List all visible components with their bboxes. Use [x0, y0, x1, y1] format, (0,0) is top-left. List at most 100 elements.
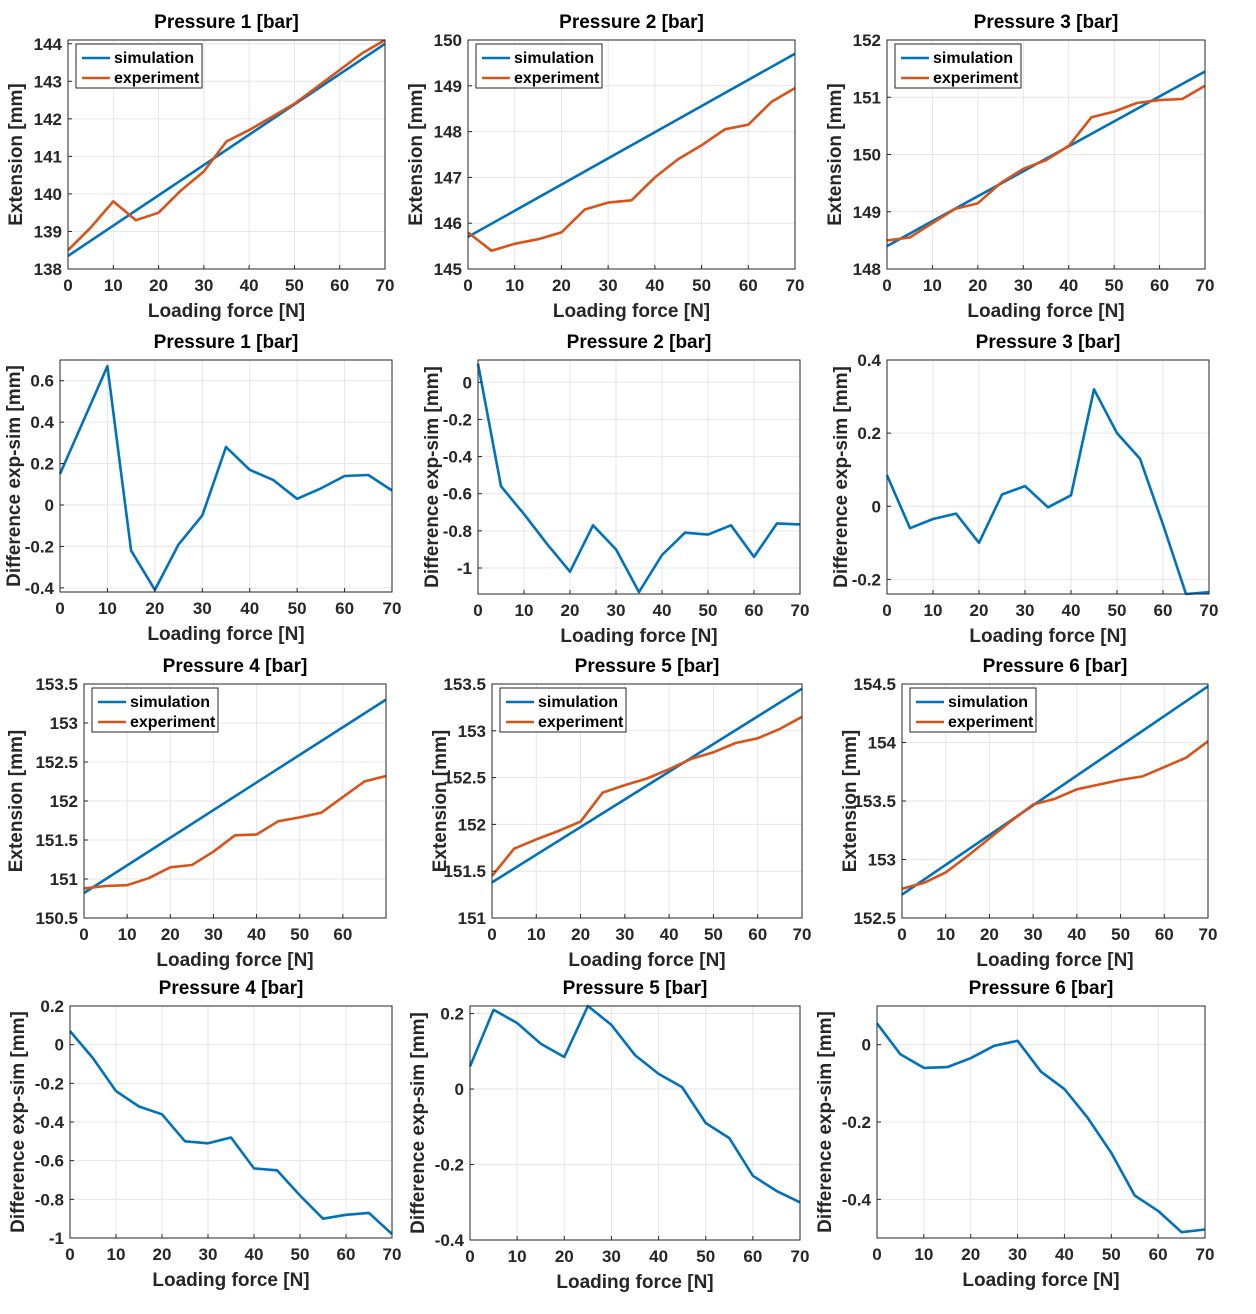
x-tick-label: 30	[1016, 601, 1035, 620]
x-tick-label: 20	[961, 1245, 980, 1264]
x-tick-label: 10	[914, 1245, 933, 1264]
x-tick-label: 30	[602, 1247, 621, 1266]
x-tick-label: 40	[245, 1245, 264, 1264]
x-tick-label: 60	[330, 276, 349, 295]
y-tick-label: -0.6	[443, 485, 472, 504]
x-tick-label: 60	[743, 1247, 762, 1266]
x-tick-label: 40	[240, 599, 259, 618]
x-tick-label: 40	[247, 925, 266, 944]
x-tick-label: 70	[1196, 276, 1215, 295]
y-tick-label: 153.5	[35, 675, 78, 694]
y-tick-label: 152.5	[443, 769, 486, 788]
y-axis-label: Extension [mm]	[406, 83, 427, 226]
x-tick-label: 0	[882, 601, 891, 620]
legend-box	[894, 43, 1022, 89]
y-tick-label: 154.5	[853, 675, 896, 694]
y-axis-label: Difference exp-sim [mm]	[8, 1011, 29, 1233]
y-tick-label: 145	[434, 260, 462, 279]
x-tick-label: 10	[104, 276, 123, 295]
axes-box	[59, 359, 393, 593]
y-tick-label: 151	[50, 870, 78, 889]
x-tick-label: 70	[383, 1245, 402, 1264]
y-tick-label: 138	[34, 260, 62, 279]
series-line-simulation	[491, 687, 803, 884]
x-tick-label: 10	[936, 925, 955, 944]
x-tick-label: 40	[660, 925, 679, 944]
y-tick-label: 153	[50, 714, 78, 733]
x-tick-label: 0	[79, 925, 88, 944]
x-tick-label: 70	[791, 601, 810, 620]
x-tick-label: 0	[872, 1245, 881, 1264]
x-tick-label: 40	[649, 1247, 668, 1266]
x-tick-label: 20	[571, 925, 590, 944]
x-axis-label: Loading force [N]	[976, 950, 1133, 971]
y-tick-label: -0.2	[435, 1156, 464, 1175]
x-tick-label: 30	[194, 276, 213, 295]
y-tick-label: -1	[49, 1229, 64, 1248]
chart-title: Pressure 4 [bar]	[163, 656, 308, 677]
x-tick-label: 0	[487, 925, 496, 944]
series-line-experiment	[901, 740, 1209, 891]
x-tick-label: 0	[63, 276, 72, 295]
x-tick-label: 60	[335, 599, 354, 618]
y-tick-label: 154	[868, 734, 897, 753]
x-tick-label: 30	[607, 601, 626, 620]
y-tick-label: 151.5	[443, 862, 486, 881]
x-tick-label: 40	[1055, 1245, 1074, 1264]
series-line-difference	[885, 387, 1210, 596]
x-tick-label: 0	[882, 276, 891, 295]
y-axis-label: Difference exp-sim [mm]	[815, 1011, 836, 1233]
y-tick-label: 151.5	[35, 831, 78, 850]
x-tick-label: 30	[204, 925, 223, 944]
axes-box	[491, 683, 803, 919]
series-line-difference	[58, 364, 393, 592]
x-tick-label: 10	[527, 925, 546, 944]
x-tick-label: 60	[337, 1245, 356, 1264]
legend-label-experiment: experiment	[948, 714, 1034, 731]
x-tick-label: 10	[505, 276, 524, 295]
x-tick-label: 40	[653, 601, 672, 620]
x-axis-label: Loading force [N]	[568, 950, 725, 971]
y-tick-label: 0	[463, 373, 472, 392]
x-tick-label: 20	[980, 925, 999, 944]
subplot-2: 0 10 20 30 40 50 60 70 145 146 147 148 149 150 Pressur…	[406, 12, 804, 322]
x-tick-label: 50	[290, 925, 309, 944]
y-tick-label: 0.2	[30, 455, 54, 474]
y-tick-label: 0.2	[440, 1005, 464, 1024]
y-tick-label: 151	[458, 909, 486, 928]
plot-area	[478, 360, 800, 594]
x-tick-label: 50	[704, 925, 723, 944]
y-tick-label: -0.4	[443, 448, 473, 467]
x-axis-label: Loading force [N]	[560, 626, 717, 647]
y-tick-label: 0.6	[30, 372, 54, 391]
legend: simulation experiment	[91, 687, 219, 733]
x-tick-label: 20	[153, 1245, 172, 1264]
y-tick-label: 152.5	[853, 909, 896, 928]
plot-area	[470, 1006, 800, 1240]
x-tick-label: 10	[515, 601, 534, 620]
axes-box	[886, 359, 1210, 595]
legend-label-experiment: experiment	[933, 70, 1019, 87]
y-axis-label: Difference exp-sim [mm]	[831, 366, 852, 588]
y-axis-label: Extension [mm]	[825, 83, 846, 226]
x-tick-label: 60	[1155, 925, 1174, 944]
series-line-difference	[875, 1022, 1206, 1234]
x-tick-label: 40	[1059, 276, 1078, 295]
subplot-10: 0 10 20 30 40 50 60 70 -1 -0.8 -0.6 -0.4 -0.2 0 0.2 Pre…	[8, 978, 401, 1291]
chart-title: Pressure 1 [bar]	[154, 12, 299, 33]
series-line-experiment	[886, 84, 1206, 242]
x-tick-label: 0	[465, 1247, 474, 1266]
legend: simulation experiment	[909, 687, 1037, 733]
y-tick-label: -0.4	[25, 579, 55, 598]
y-tick-label: 153	[868, 851, 896, 870]
x-tick-label: 50	[699, 601, 718, 620]
x-tick-label: 30	[193, 599, 212, 618]
x-tick-label: 0	[473, 601, 482, 620]
legend: simulation experiment	[475, 43, 603, 89]
x-tick-label: 20	[970, 601, 989, 620]
x-tick-label: 40	[1062, 601, 1081, 620]
x-tick-label: 20	[968, 276, 987, 295]
x-tick-label: 60	[739, 276, 758, 295]
x-tick-label: 70	[1196, 1245, 1215, 1264]
x-axis-label: Loading force [N]	[553, 301, 710, 322]
